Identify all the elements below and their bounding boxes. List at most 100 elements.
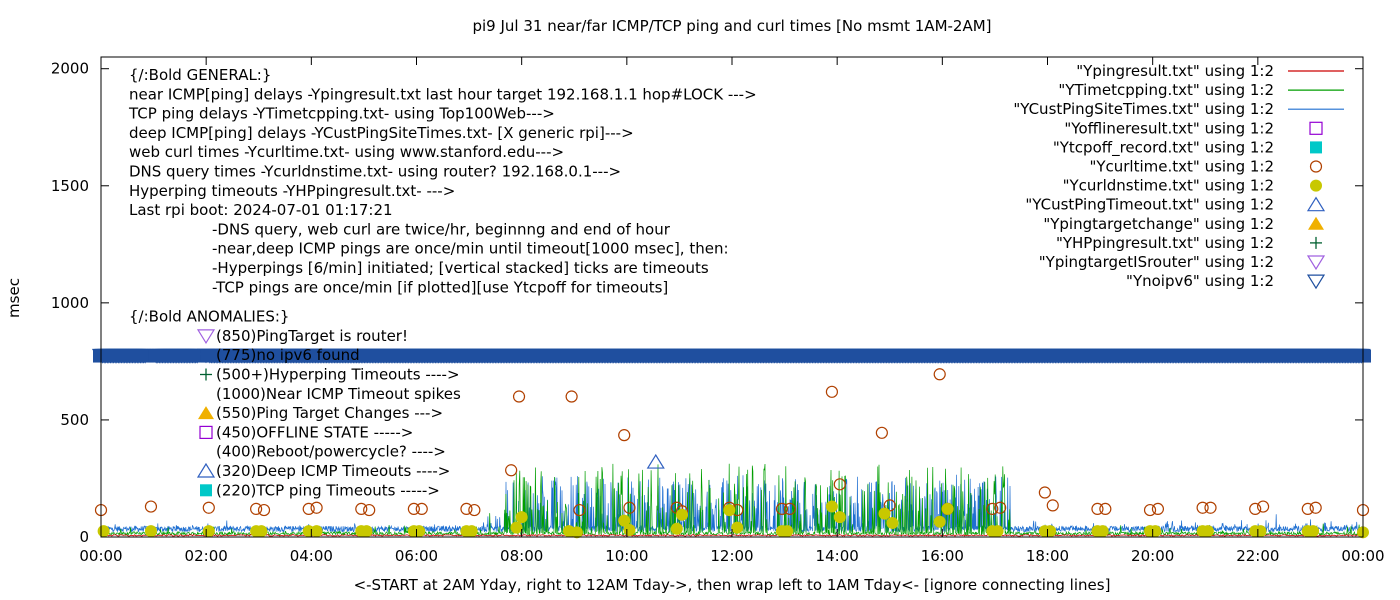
data-point: [775, 502, 789, 516]
data-point: [833, 478, 846, 491]
data-point: [360, 525, 373, 538]
data-point: [202, 501, 215, 514]
data-point: [723, 504, 736, 517]
annotation-note-line: -near,deep ICMP pings are once/min until…: [212, 240, 729, 258]
data-point: [825, 385, 839, 398]
legend-label: "YTimetcpping.txt" using 1:2: [1058, 81, 1274, 99]
data-point: [1254, 525, 1267, 538]
annotation-general-line: deep ICMP[ping] delays -YCustPingSiteTim…: [129, 124, 634, 142]
data-point: [1201, 525, 1214, 538]
data-point: [1256, 500, 1270, 513]
anomaly-text: (400)Reboot/powercycle? ---->: [216, 443, 446, 461]
annotation-general-line: {/:Bold GENERAL:}: [129, 66, 271, 84]
data-point: [646, 453, 665, 469]
anomaly-text: (220)TCP ping Timeouts ----->: [216, 481, 440, 499]
data-point: [933, 368, 946, 381]
data-point: [618, 429, 631, 442]
noipv6-band: [200, 349, 1371, 363]
x-tick-label: 16:00: [921, 547, 964, 565]
x-axis-label: <-START at 2AM Yday, right to 12AM Tday-…: [354, 576, 1111, 594]
legend-label: "YHPpingresult.txt" using 1:2: [1056, 234, 1274, 252]
data-point: [505, 464, 518, 477]
legend-label: "Ycurltime.txt" using 1:2: [1089, 158, 1274, 176]
data-point: [144, 525, 157, 538]
data-point: [407, 502, 420, 516]
data-point: [781, 525, 794, 538]
data-point: [825, 500, 838, 513]
data-point: [1307, 525, 1320, 538]
anomaly-marker: [200, 484, 212, 497]
annotation-note-line: -DNS query, web curl are twice/hr, begin…: [212, 220, 671, 238]
x-tick-label: 00:00: [1341, 547, 1384, 565]
data-point: [97, 525, 110, 538]
data-point: [570, 526, 583, 539]
data-point: [833, 511, 846, 524]
annotation-general-line: Last rpi boot: 2024-07-01 01:17:21: [129, 201, 393, 219]
data-point: [310, 525, 323, 538]
y-tick-label: 1500: [51, 177, 89, 195]
data-point: [565, 390, 578, 403]
legend-marker: [1306, 255, 1326, 271]
annotation-general-line: near ICMP[ping] delays -Ypingresult.txt …: [129, 85, 757, 103]
anomaly-text: (450)OFFLINE STATE ----->: [216, 423, 413, 441]
data-point: [933, 515, 946, 528]
data-point: [875, 426, 888, 439]
y-tick-label: 500: [60, 411, 89, 429]
data-point: [994, 501, 1007, 514]
legend-label: "Ynoipv6" using 1:2: [1126, 272, 1274, 290]
data-point: [991, 525, 1004, 538]
data-point: [878, 507, 891, 520]
x-tick-label: 00:00: [79, 547, 122, 565]
anomaly-marker: [200, 368, 212, 381]
data-point: [1249, 502, 1262, 516]
legend-marker: [1309, 160, 1323, 173]
data-point: [363, 503, 376, 517]
legend-label: "Ytcpoff_record.txt" using 1:2: [1053, 138, 1274, 157]
anomaly-marker: [198, 406, 214, 420]
data-point: [302, 502, 315, 516]
legend-marker: [1306, 196, 1326, 212]
legend-label: "Ycurldnstime.txt" using 1:2: [1063, 177, 1274, 195]
data-point: [986, 502, 999, 516]
data-point: [460, 502, 473, 516]
data-point: [510, 521, 523, 534]
data-point: [1096, 525, 1109, 538]
legend-label: "Ypingresult.txt" using 1:2: [1076, 62, 1274, 80]
data-point: [783, 502, 796, 516]
anomaly-text: (550)Ping Target Changes --->: [216, 404, 443, 422]
legend: "Ypingresult.txt" using 1:2"YTimetcpping…: [1013, 62, 1344, 290]
chart-title: pi9 Jul 31 near/far ICMP/TCP ping and cu…: [472, 17, 991, 35]
x-tick-label: 14:00: [816, 547, 859, 565]
data-point: [515, 511, 528, 524]
x-tick-label: 06:00: [395, 547, 438, 565]
data-point: [1038, 486, 1051, 499]
data-point: [1046, 499, 1059, 512]
series-layer: [91, 348, 1371, 539]
anomaly-marker: [196, 462, 216, 478]
annotation-general-line: web curl times -Ycurltime.txt- using www…: [129, 143, 564, 161]
data-point: [415, 502, 428, 516]
data-point: [941, 502, 954, 515]
x-tick-label: 08:00: [500, 547, 543, 565]
data-point: [1196, 501, 1209, 514]
data-point: [1204, 501, 1217, 514]
data-point: [1099, 502, 1112, 516]
legend-marker: [1308, 216, 1324, 230]
plot-frame: [100, 56, 1364, 538]
y-tick-label: 2000: [51, 60, 89, 78]
noipv6-band: [148, 349, 207, 363]
data-point: [310, 501, 323, 514]
anomaly-marker: [196, 329, 216, 345]
data-point: [465, 525, 478, 538]
data-point: [623, 523, 636, 536]
data-point: [250, 502, 263, 516]
data-point: [1143, 503, 1157, 517]
legend-label: "YCustPingSiteTimes.txt" using 1:2: [1013, 100, 1274, 118]
data-point: [1301, 502, 1314, 516]
annotation-general-line: DNS query times -Ycurldnstime.txt- using…: [129, 163, 621, 181]
data-point: [413, 525, 426, 538]
x-tick-label: 10:00: [605, 547, 648, 565]
x-tick-label: 12:00: [710, 547, 753, 565]
data-point: [202, 525, 215, 538]
